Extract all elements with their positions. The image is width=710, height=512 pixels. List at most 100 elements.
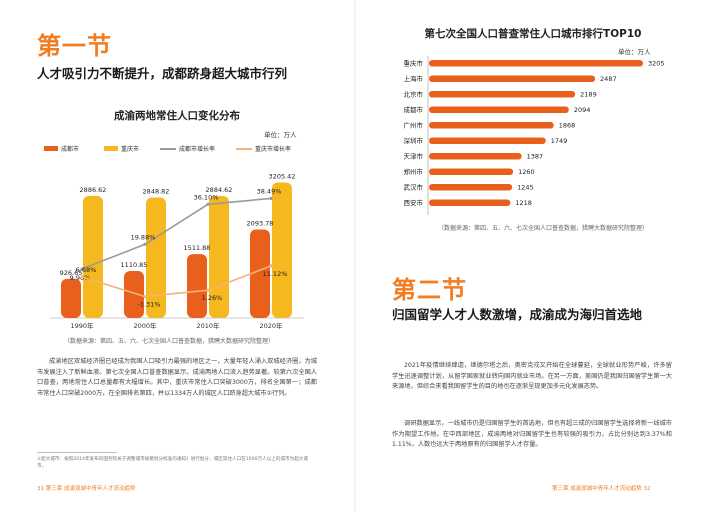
data-label-chongqing: 3205.42	[269, 172, 296, 180]
rank-bar	[429, 91, 576, 98]
rank-bar	[429, 168, 514, 175]
x-tick-label: 2020年	[259, 321, 283, 330]
right-page-footer: 第三章 成渝双城中青年人才流动趋势 32	[552, 486, 651, 492]
growth-point	[80, 275, 84, 279]
legend-swatch-chongqing-growth	[236, 147, 252, 150]
bar-chengdu	[61, 278, 81, 318]
growth-rate-label: 38.49%	[257, 187, 282, 195]
rank-value-label: 2094	[574, 106, 591, 114]
legend-label-chongqing-growth: 重庆市增长率	[255, 146, 292, 153]
rank-value-label: 1387	[527, 153, 544, 161]
legend-chongqing: 重庆市	[104, 144, 139, 153]
city-label: 广州市	[404, 121, 424, 130]
bar-chengdu	[187, 254, 207, 318]
legend-swatch-chengdu	[44, 146, 58, 151]
growth-rate-label: 6.68%	[76, 266, 97, 274]
rank-value-label: 3205	[648, 60, 665, 68]
rank-value-label: 1749	[551, 137, 568, 145]
bar-chengdu	[124, 271, 144, 318]
growth-point	[269, 264, 273, 268]
legend-label-chongqing: 重庆市	[121, 146, 140, 153]
pop-chart-title: 成渝两地常住人口变化分布	[114, 110, 240, 122]
left-headline: 人才吸引力不断提升，成都跻身超大城市行列	[37, 66, 288, 81]
left-page-footer: 31 第三章 成渝双城中青年人才流动趋势	[37, 486, 136, 492]
left-page: 第一节 人才吸引力不断提升，成都跻身超大城市行列 成渝两地常住人口变化分布 单位…	[0, 0, 354, 512]
growth-point	[269, 196, 273, 200]
city-label: 西安市	[404, 198, 424, 207]
x-tick-label: 1990年	[70, 321, 94, 330]
city-label: 重庆市	[404, 59, 424, 68]
growth-rate-label: 19.88%	[131, 233, 156, 241]
bar-chongqing	[146, 197, 166, 318]
data-label-chengdu: 1110.85	[121, 261, 148, 269]
rank-bar	[429, 137, 546, 144]
city-label: 北京市	[404, 90, 424, 99]
data-label-chengdu: 2093.78	[247, 219, 274, 227]
rank-bar	[429, 199, 511, 206]
data-label-chongqing: 2848.82	[143, 188, 170, 196]
rank-chart-source: （数据来源：第四、五、六、七次全国人口普查数据，猎聘大数据研究院整理）	[438, 225, 649, 232]
bar-chengdu	[250, 229, 270, 318]
legend-label-chengdu-growth: 成都市增长率	[179, 146, 216, 153]
footnote-divider	[37, 452, 117, 453]
bar-chongqing	[272, 182, 292, 318]
bar-chongqing	[83, 195, 103, 318]
city-label: 郑州市	[404, 167, 424, 176]
rank-chart-unit: 单位：万人	[618, 48, 651, 56]
legend-chongqing-growth: 重庆市增长率	[236, 144, 291, 153]
x-tick-label: 2000年	[133, 321, 157, 330]
growth-rate-label: 36.10%	[194, 193, 219, 201]
city-label: 武汉市	[404, 183, 424, 192]
city-label: 上海市	[404, 74, 424, 83]
pop-chart-source: （数据来源：第四、五、六、七次全国人口普查数据，猎聘大数据研究院整理）	[64, 338, 275, 345]
data-label-chengdu: 926.65	[60, 269, 83, 277]
rank-bar	[429, 122, 554, 129]
rank-value-label: 1245	[517, 184, 534, 192]
legend-chengdu: 成都市	[44, 144, 79, 153]
population-chart: 926.65 2886.62 1990年 1110.85 2848.82 2000年 151…	[50, 172, 304, 330]
data-label-chongqing: 2884.62	[206, 186, 233, 194]
city-label: 成都市	[404, 105, 424, 114]
rank-value-label: 2189	[580, 91, 597, 99]
growth-point	[206, 288, 210, 292]
growth-point	[80, 267, 84, 271]
rank-bar	[429, 106, 569, 113]
section-title-two: 第二节	[392, 276, 467, 304]
growth-point	[206, 202, 210, 206]
growth-point	[143, 242, 147, 246]
rank-chart-title: 第七次全国人口普查常住人口城市排行TOP10	[424, 28, 642, 40]
left-footnote: ①超大城市：按照2014年发布的国务院关于调整城市规模划分标准的通知》进行划分，…	[37, 457, 308, 469]
rank-bar	[429, 60, 643, 67]
x-tick-label: 2010年	[196, 321, 220, 330]
growth-rate-label: 9.90%	[70, 274, 91, 282]
line-chongqing-growth	[81, 265, 272, 298]
rank-value-label: 1218	[515, 199, 532, 207]
right-body-text-2: 调研数据显示，一线城市仍是归国留学生的首选地，但也有超三成的归国留学生选择将新一…	[392, 420, 672, 449]
legend-label-chengdu: 成都市	[61, 146, 80, 153]
rank-bar	[429, 184, 513, 191]
data-label-chengdu: 1511.88	[184, 244, 211, 252]
section-title-one: 第一节	[37, 32, 112, 60]
pop-chart-unit: 单位：万人	[264, 131, 297, 139]
rank-value-label: 2487	[600, 75, 617, 83]
growth-rate-label: -1.31%	[138, 301, 161, 309]
legend-swatch-chongqing	[104, 146, 118, 151]
growth-rate-label: 1.26%	[202, 294, 223, 302]
left-body-text: 成渝地区双城经济圈已经成为我国人口吸引力最强的地区之一，大量年轻人涌入双城经济圈…	[37, 358, 317, 397]
right-body-text-1: 2021年疫情继续肆虐，继德尔塔之后，奥密克戎又开始在全球蔓延，全球就业形势严峻…	[392, 362, 672, 391]
rank-bar	[429, 153, 522, 160]
legend-chengdu-growth: 成都市增长率	[160, 144, 215, 153]
rank-value-label: 1868	[559, 122, 576, 130]
rank-value-label: 1260	[518, 168, 535, 176]
city-label: 天津市	[404, 152, 424, 161]
right-headline: 归国留学人才人数激增，成渝成为海归首选地	[392, 307, 643, 322]
city-label: 深圳市	[404, 136, 424, 145]
rank-bar	[429, 75, 596, 82]
city-ranking-chart: 重庆市 3205 上海市 2487 北京市 2189 成都市 2094 广州市 1868 深圳市 17…	[404, 56, 665, 215]
line-chengdu-growth	[81, 197, 272, 270]
data-label-chongqing: 2886.62	[80, 186, 107, 194]
legend-swatch-chengdu-growth	[160, 147, 176, 150]
growth-point	[143, 294, 147, 299]
growth-rate-label: 11.12%	[263, 270, 288, 278]
right-page: 第七次全国人口普查常住人口城市排行TOP10 单位：万人 重庆市 3205 上海市 2…	[356, 0, 710, 512]
